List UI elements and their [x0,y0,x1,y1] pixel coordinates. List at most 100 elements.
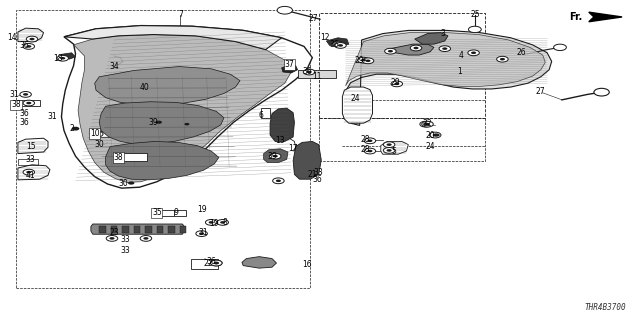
Text: 29: 29 [355,56,365,65]
Text: 33: 33 [314,168,324,177]
Circle shape [303,69,315,75]
Circle shape [184,123,189,125]
Text: 40: 40 [139,84,149,92]
Bar [157,226,163,233]
Polygon shape [326,38,349,46]
Text: 30: 30 [94,140,104,149]
Circle shape [181,121,193,127]
Circle shape [497,56,508,62]
Bar [155,210,174,216]
Circle shape [211,260,222,266]
Circle shape [128,181,134,185]
Text: 11: 11 [312,72,321,81]
Circle shape [383,142,395,148]
Polygon shape [61,53,76,59]
Bar [319,13,485,118]
Text: 18: 18 [53,54,62,63]
Circle shape [332,41,344,47]
Text: 30: 30 [118,179,128,188]
Circle shape [217,220,228,225]
Bar [298,70,336,78]
Polygon shape [64,26,282,50]
Text: 13: 13 [275,136,285,145]
Circle shape [214,262,219,264]
Circle shape [129,154,140,160]
Circle shape [362,58,374,64]
Text: 33: 33 [120,235,130,244]
Polygon shape [74,35,291,182]
Text: 32: 32 [422,119,433,128]
Circle shape [338,44,343,47]
Text: 3: 3 [440,29,445,38]
Text: 10: 10 [90,129,100,138]
Polygon shape [18,165,50,180]
Polygon shape [106,141,219,180]
Text: 25: 25 [470,10,480,19]
Text: 26: 26 [516,48,527,57]
Text: 9: 9 [173,208,179,217]
Circle shape [554,44,566,51]
Bar [122,226,129,233]
Circle shape [422,121,433,127]
Circle shape [199,232,204,235]
Circle shape [26,102,31,104]
Circle shape [365,60,371,62]
Circle shape [57,55,68,61]
Text: 31: 31 [9,90,19,99]
Text: 33: 33 [120,246,130,255]
Circle shape [106,236,118,241]
Polygon shape [270,108,294,141]
Circle shape [394,83,399,85]
Text: 37: 37 [284,60,294,69]
Circle shape [196,231,207,236]
Text: 24: 24 [425,142,435,151]
Circle shape [388,50,393,52]
Text: 22: 22 [204,259,212,268]
Circle shape [26,171,31,173]
Text: 23: 23 [109,228,119,237]
Polygon shape [381,141,408,154]
Bar [145,226,152,233]
Text: 36: 36 [19,118,29,127]
Text: 35: 35 [152,208,162,217]
Circle shape [367,140,372,142]
Text: 19: 19 [196,205,207,214]
Circle shape [26,45,31,48]
Circle shape [500,58,505,60]
Text: 36: 36 [312,175,322,184]
Text: 31: 31 [47,112,58,121]
Circle shape [425,123,430,125]
Circle shape [29,38,35,40]
Polygon shape [342,87,372,123]
Text: 16: 16 [302,260,312,269]
Text: 28: 28 [360,145,369,154]
Text: 24: 24 [350,94,360,103]
Bar [18,100,40,106]
Circle shape [358,57,369,63]
Circle shape [442,47,447,50]
Polygon shape [589,12,622,22]
Circle shape [273,155,278,157]
Bar [319,118,485,161]
Bar [168,226,175,233]
Bar [111,226,117,233]
Text: 1: 1 [457,67,462,76]
Text: 34: 34 [109,62,119,71]
Bar [261,108,270,118]
Circle shape [364,138,376,144]
Polygon shape [346,33,545,86]
Bar [93,131,111,137]
Bar [191,259,218,269]
Circle shape [220,221,225,224]
Text: 36: 36 [19,109,29,118]
Text: 36: 36 [206,257,216,266]
Circle shape [132,156,137,158]
Circle shape [413,47,419,49]
Circle shape [276,180,281,182]
Text: 39: 39 [148,118,159,127]
Circle shape [23,93,28,96]
Text: 41: 41 [26,171,36,180]
Circle shape [594,88,609,96]
Circle shape [211,260,222,266]
Text: 15: 15 [26,142,36,151]
